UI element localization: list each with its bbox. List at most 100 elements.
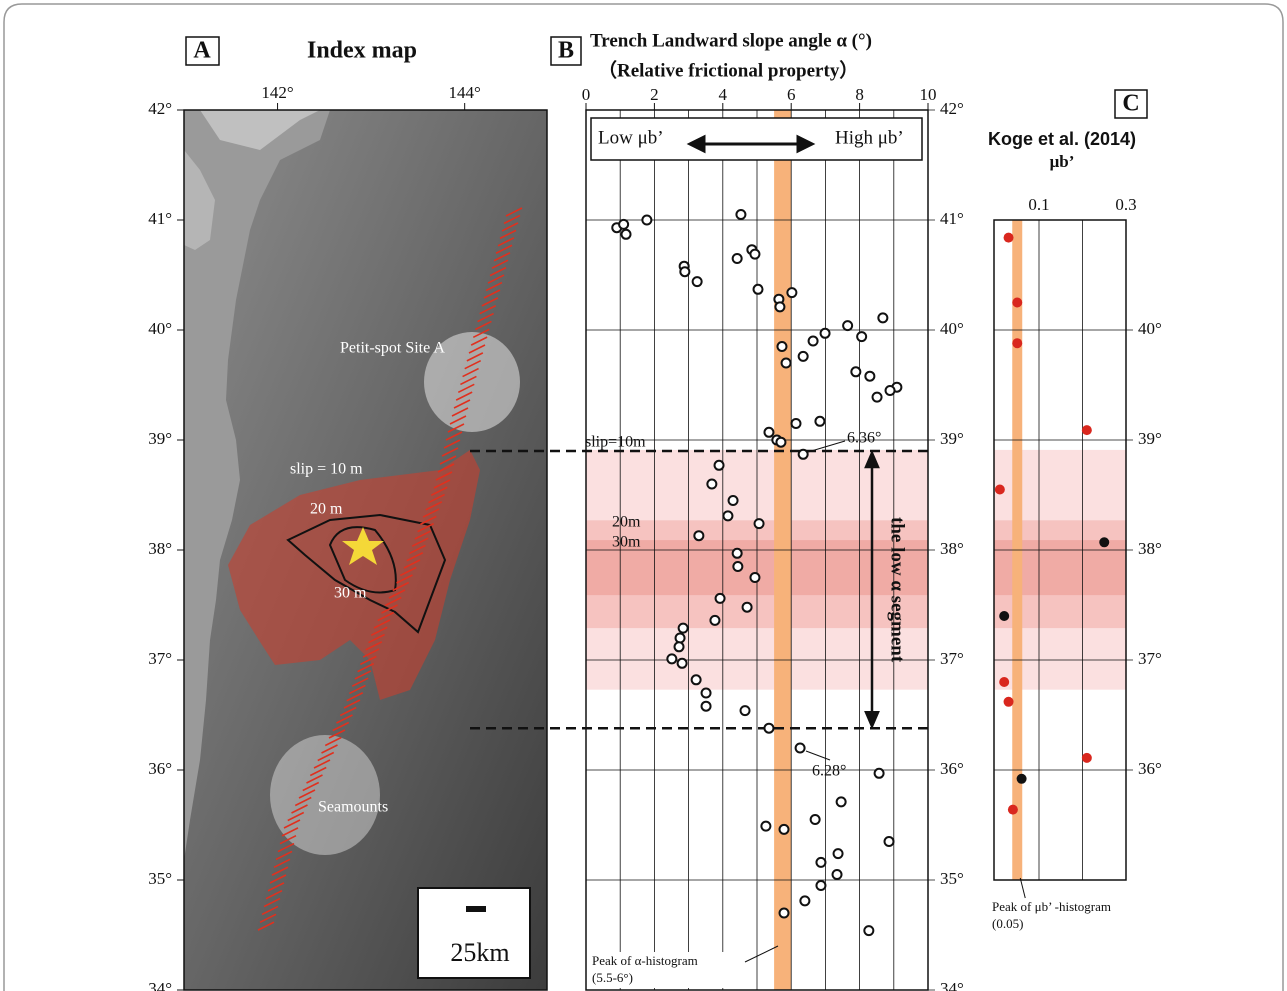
- y-tick-label: 37°: [148, 649, 172, 668]
- data-point: [750, 250, 759, 259]
- data-point: [799, 352, 808, 361]
- panel-label: B: [558, 38, 574, 64]
- annotation: (0.05): [992, 916, 1023, 931]
- data-point: [676, 634, 685, 643]
- data-point: [873, 393, 882, 402]
- data-point: [1017, 774, 1027, 784]
- chart-subtitle: μb’: [1050, 152, 1075, 171]
- data-point: [619, 220, 628, 229]
- x-tick-label: 0: [582, 85, 591, 104]
- data-point: [736, 210, 745, 219]
- chart-title: Trench Landward slope angle α (°): [590, 30, 872, 51]
- y-tick-label: 40°: [1138, 319, 1162, 338]
- data-point: [800, 896, 809, 905]
- panel-label: A: [193, 38, 211, 64]
- data-point: [741, 706, 750, 715]
- pointer: [745, 946, 778, 962]
- data-point: [865, 372, 874, 381]
- map-label: 30 m: [334, 585, 367, 602]
- pointer: [806, 751, 830, 760]
- data-point: [777, 342, 786, 351]
- data-point: [723, 511, 732, 520]
- y-tick-label: 38°: [148, 539, 172, 558]
- data-point: [716, 594, 725, 603]
- y-tick-label: 35°: [940, 869, 964, 888]
- band-label: 20m: [612, 514, 641, 531]
- y-tick-label: 37°: [1138, 649, 1162, 668]
- annotation: (5.5-6°): [592, 970, 633, 985]
- segment-label: the low α segment: [887, 517, 908, 663]
- y-tick-label: 37°: [940, 649, 964, 668]
- data-point: [796, 744, 805, 753]
- data-point: [851, 367, 860, 376]
- data-point: [1082, 753, 1092, 763]
- data-point: [815, 417, 824, 426]
- annotation: High μb’: [835, 127, 904, 148]
- data-point: [733, 254, 742, 263]
- data-point: [710, 616, 719, 625]
- y-tick-label: 36°: [940, 759, 964, 778]
- y-tick-label: 38°: [1138, 539, 1162, 558]
- data-point: [1008, 805, 1018, 815]
- y-tick-label: 39°: [940, 429, 964, 448]
- data-point: [878, 313, 887, 322]
- data-point: [834, 849, 843, 858]
- data-point: [791, 419, 800, 428]
- scale-label: 25km: [450, 938, 509, 967]
- data-point: [782, 359, 791, 368]
- band-label: 30m: [612, 534, 641, 551]
- data-point: [693, 277, 702, 286]
- y-tick-label: 41°: [148, 209, 172, 228]
- data-point: [776, 438, 785, 447]
- data-point: [675, 642, 684, 651]
- y-tick-label: 42°: [148, 99, 172, 118]
- data-point: [1082, 425, 1092, 435]
- data-point: [729, 496, 738, 505]
- data-point: [875, 769, 884, 778]
- chart-subtitle: （Relative frictional property）: [598, 58, 858, 81]
- y-tick-label: 36°: [1138, 759, 1162, 778]
- data-point: [999, 611, 1009, 621]
- data-point: [886, 386, 895, 395]
- y-tick-label: 40°: [148, 319, 172, 338]
- data-point: [787, 288, 796, 297]
- data-point: [679, 624, 688, 633]
- data-point: [1099, 537, 1109, 547]
- y-tick-label: 40°: [940, 319, 964, 338]
- x-tick-label: 0.1: [1028, 195, 1049, 214]
- data-point: [780, 825, 789, 834]
- map-title: Index map: [307, 38, 417, 64]
- map-panel: Petit-spot Site A slip = 10 m 20 m 30 m …: [148, 83, 547, 991]
- data-point: [1012, 298, 1022, 308]
- map-label: Petit-spot Site A: [340, 340, 445, 357]
- data-point: [678, 659, 687, 668]
- data-point: [811, 815, 820, 824]
- scale-bar: [466, 906, 486, 912]
- annotation: 6.36°: [847, 430, 881, 447]
- x-tick-label: 8: [855, 85, 864, 104]
- data-point: [1004, 697, 1014, 707]
- x-tick-label: 142°: [261, 83, 293, 102]
- data-point: [733, 549, 742, 558]
- x-tick-label: 6: [787, 85, 796, 104]
- data-point: [833, 870, 842, 879]
- map-label: slip = 10 m: [290, 461, 363, 478]
- chart-title: Koge et al. (2014): [988, 129, 1136, 149]
- data-point: [1004, 233, 1014, 243]
- data-point: [764, 724, 773, 733]
- annotation: Low μb’: [598, 127, 664, 148]
- data-point: [857, 332, 866, 341]
- data-point: [885, 837, 894, 846]
- data-point: [692, 675, 701, 684]
- y-tick-label: 42°: [940, 99, 964, 118]
- data-point: [816, 858, 825, 867]
- data-point: [743, 603, 752, 612]
- y-tick-label: 35°: [148, 869, 172, 888]
- pointer: [1020, 878, 1025, 898]
- data-point: [750, 573, 759, 582]
- data-point: [694, 531, 703, 540]
- data-point: [809, 337, 818, 346]
- data-point: [821, 329, 830, 338]
- x-tick-label: 2: [650, 85, 659, 104]
- y-tick-label: 41°: [940, 209, 964, 228]
